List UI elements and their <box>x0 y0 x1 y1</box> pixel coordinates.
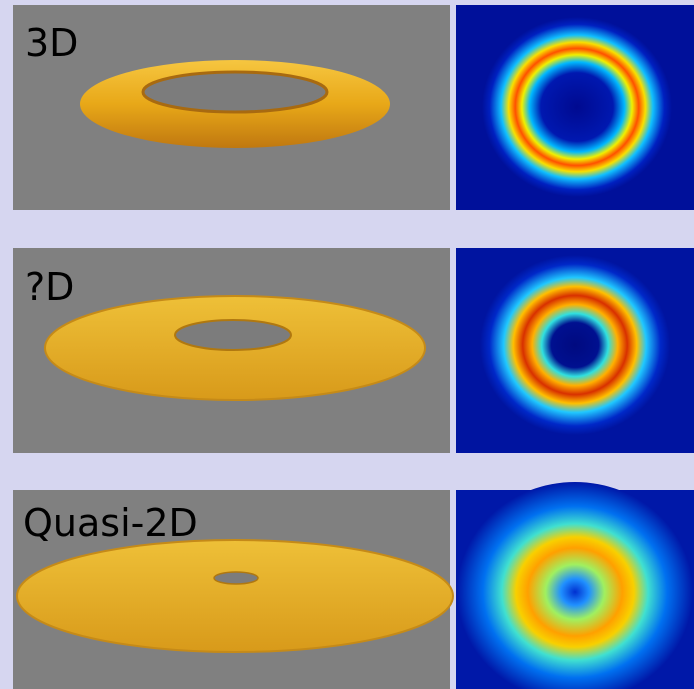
torus-hole <box>214 572 258 584</box>
density-image <box>482 17 672 197</box>
density-image <box>480 255 670 435</box>
page: 3D ?D Quasi-2D (() => { const data = JSO… <box>0 0 694 689</box>
row-label: ?D <box>25 265 74 309</box>
row-label: Quasi-2D <box>23 501 198 545</box>
torus-hole <box>143 72 327 112</box>
torus <box>17 540 453 652</box>
figure: 3D ?D Quasi-2D <box>0 0 694 689</box>
torus-hole <box>175 320 291 350</box>
row-label: 3D <box>25 21 78 65</box>
